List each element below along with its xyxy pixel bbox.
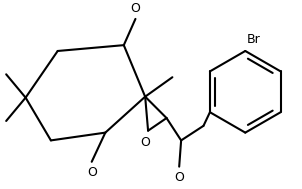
- Text: Br: Br: [247, 33, 261, 46]
- Text: O: O: [140, 136, 150, 149]
- Text: O: O: [87, 166, 97, 179]
- Text: O: O: [130, 2, 140, 15]
- Text: O: O: [174, 170, 184, 184]
